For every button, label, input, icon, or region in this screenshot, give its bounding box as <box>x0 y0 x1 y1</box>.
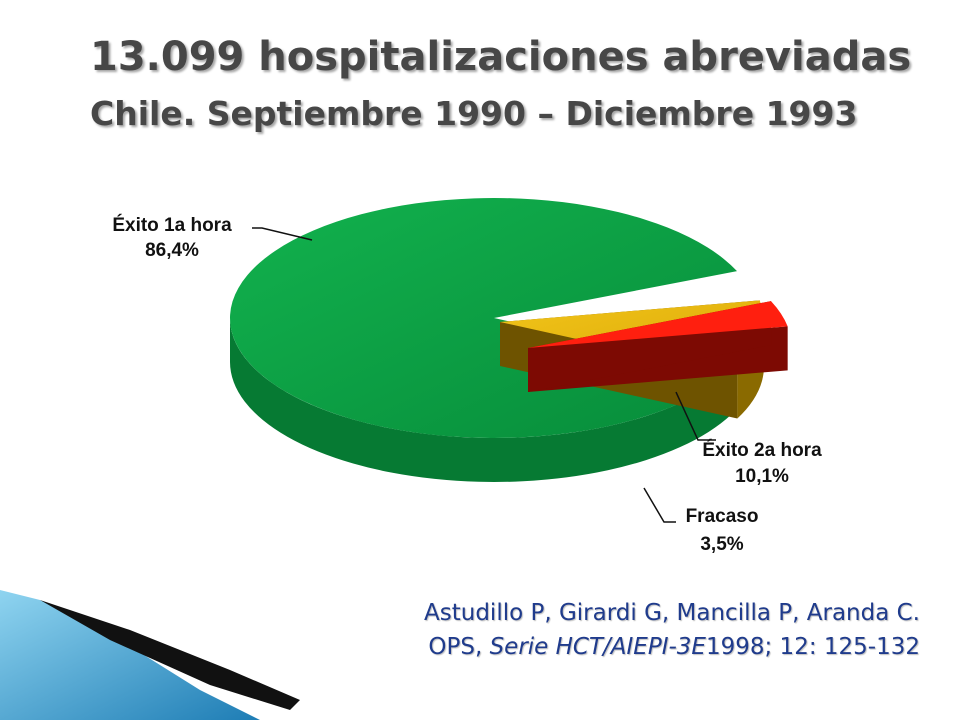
label-exito2-value: 10,1% <box>735 466 789 487</box>
corner-blue-shape <box>0 590 260 720</box>
citation-source-suffix: 1998; 12: 125-132 <box>705 634 920 660</box>
corner-dark-stripe <box>40 600 300 710</box>
citation-series: Serie HCT/AIEPI-3E <box>489 634 706 660</box>
slice-fracaso-top <box>528 301 788 348</box>
page-subtitle: Chile. Septiembre 1990 – Diciembre 1993 <box>90 94 858 133</box>
citation-source: OPS, Serie HCT/AIEPI-3E1998; 12: 125-132 <box>300 634 920 660</box>
leader-line-exito2 <box>675 391 716 441</box>
leader-line-fracaso <box>643 487 676 523</box>
citation-source-prefix: OPS, <box>428 634 490 660</box>
label-fracaso-name: Fracaso <box>686 506 759 527</box>
label-exito2-name: Éxito 2a hora <box>702 439 822 461</box>
slice-fracaso <box>528 301 788 392</box>
leader-line-exito1 <box>252 227 313 241</box>
label-exito1-name: Éxito 1a hora <box>112 214 232 236</box>
page-title: 13.099 hospitalizaciones abreviadas <box>90 34 912 80</box>
citation-authors: Astudillo P, Girardi G, Mancilla P, Aran… <box>424 600 920 626</box>
slice-exito-1a-hora-side <box>230 318 732 483</box>
label-fracaso-value: 3,5% <box>700 534 743 555</box>
label-exito1-value: 86,4% <box>145 240 199 261</box>
